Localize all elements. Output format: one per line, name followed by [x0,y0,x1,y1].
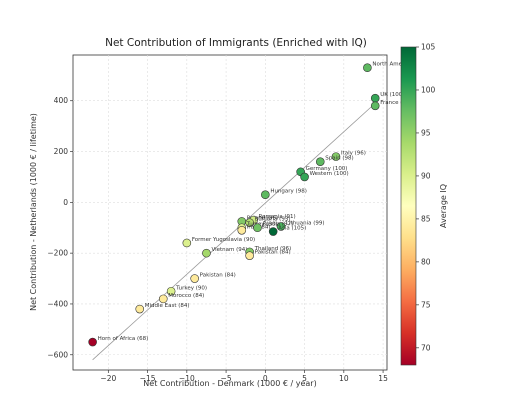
data-point [370,101,380,111]
y-tick-label: −600 [47,350,68,359]
x-tick-label: 15 [378,374,388,383]
colorbar-tick-label: 95 [421,128,431,137]
data-point-label: UK (100) [380,92,404,98]
data-point-label: Italy (96) [341,151,366,157]
colorbar-tick-label: 80 [421,257,431,266]
data-point-label: Former Yugoslavia (90) [192,237,255,243]
chart-title: Net Contribution of Immigrants (Enriched… [105,37,367,49]
data-point [245,251,254,260]
x-axis-label: Net Contribution - Denmark (1000 € / yea… [143,379,316,388]
data-point [166,286,176,296]
x-tick-label: 5 [302,374,307,383]
x-tick-label: 0 [263,374,268,383]
data-point [135,304,145,314]
data-point [268,227,278,236]
x-tick-label: −15 [140,374,156,383]
data-point [370,93,380,103]
colorbar-ticks: 70 75 80 85 90 95 100 105 [416,43,436,352]
colorbar-gradient [400,46,417,366]
data-point [202,248,211,258]
data-point [331,152,341,161]
data-point-label: Horn of Africa (68) [98,336,149,342]
data-point [245,218,254,227]
y-tick-label: −400 [47,299,68,308]
data-point [182,238,192,248]
data-point [237,225,247,235]
y-axis-ticks: −600 −400 −200 0 200 400 [47,96,73,359]
colorbar-tick-label: 70 [421,343,431,352]
data-point-label: Romania (91) [259,214,296,220]
data-point-label: Spain (98) [325,156,353,162]
data-point-label: Western (100) [310,171,349,177]
colorbar-tick-label: 105 [421,43,436,52]
data-point [276,222,286,231]
colorbar-tick-label: 85 [421,214,431,223]
data-point [300,172,309,182]
data-point [261,190,270,200]
data-point-label: Turkey (90) [246,222,278,228]
x-axis-ticks: −20 −15 −10 −5 0 5 10 15 [100,370,388,383]
data-point-label: Lithuania (99) [286,220,325,226]
data-point [158,294,168,304]
plot-frame [72,54,388,371]
data-point-label: Morocco (84) [168,293,204,299]
data-point-label: Pakistan (84) [255,250,291,256]
colorbar-tick-label: 90 [421,171,431,180]
data-point-label: Vietnam (94) [211,247,247,253]
data-point-label: Thailand (96) [254,246,292,252]
data-point-label: North America [372,62,412,68]
y-tick-label: 0 [63,198,68,207]
x-tick-label: −10 [179,374,195,383]
y-axis-label: Net Contribution - Netherlands (1000 € /… [29,113,38,311]
data-point-label: Asia (105) [278,226,306,232]
x-tick-label: −5 [221,374,232,383]
colorbar-label: Average IQ [439,184,448,228]
data-point-label: Pakistan (84) [200,273,236,279]
plot-area: North America UK (100) France (98) Italy (9… [47,54,412,383]
y-tick-label: 200 [54,147,69,156]
x-tick-label: 10 [339,374,349,383]
y-tick-label: −200 [47,249,68,258]
x-tick-label: −20 [100,374,116,383]
colorbar-tick-label: 100 [421,85,436,94]
data-point-label: Hungary (98) [270,189,307,195]
data-point-label: Germany (100) [306,166,348,172]
data-point [190,274,199,283]
data-point [315,157,325,166]
colorbar: 70 75 80 85 90 95 100 105 Average IQ [400,43,448,366]
y-tick-label: 400 [54,96,69,105]
grid [73,55,387,370]
data-point [253,223,262,233]
data-point [88,337,97,347]
data-point-label: France (98) [380,100,411,106]
data-points: North America UK (100) France (98) Italy (9… [88,62,412,347]
trend-line [92,102,376,361]
data-point-label: Russia (97) [262,222,293,228]
data-point [363,63,372,73]
data-point-label: Poland (96) [247,215,278,221]
data-point-label: Turkey (90) [175,285,207,291]
colorbar-tick-label: 75 [421,300,431,309]
data-point-label: Bulgaria (93) [255,217,291,223]
data-point-label: Middle East (84) [145,303,190,309]
